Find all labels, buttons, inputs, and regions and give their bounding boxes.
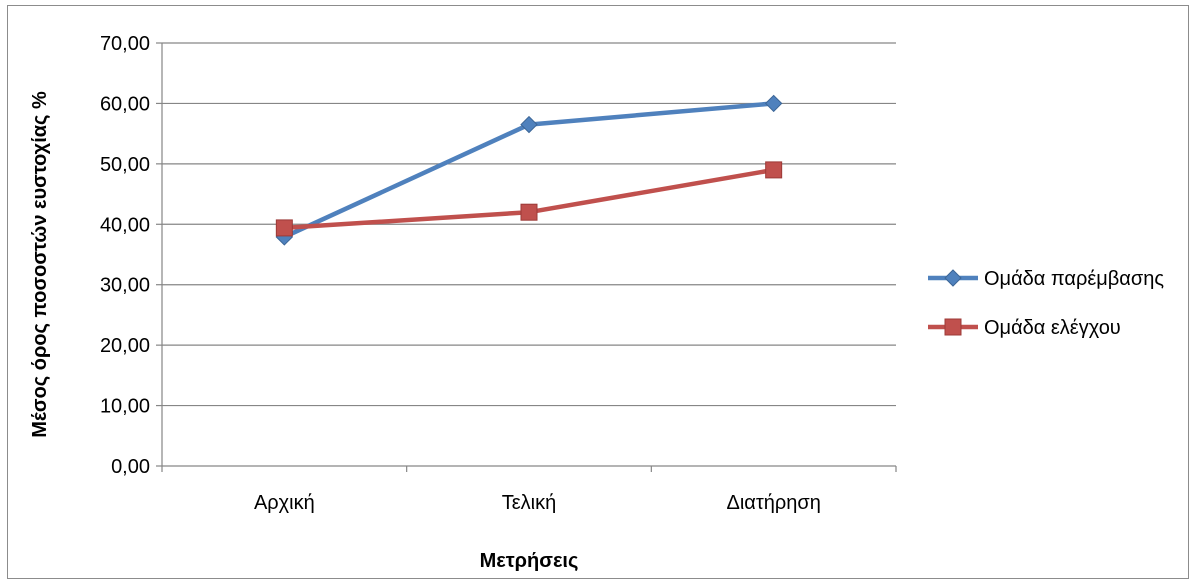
legend-label: Ομάδα παρέμβασης	[984, 268, 1164, 290]
legend-item: Ομάδα παρέμβασης	[928, 268, 1164, 290]
y-tick-label: 40,00	[100, 214, 150, 236]
legend-item: Ομάδα ελέγχου	[928, 317, 1121, 339]
y-tick-label: 10,00	[100, 396, 150, 418]
legend-label: Ομάδα ελέγχου	[984, 317, 1121, 339]
data-point-marker	[520, 203, 538, 221]
data-point-marker	[520, 115, 538, 134]
series-2	[275, 161, 783, 237]
y-tick-label: 50,00	[100, 154, 150, 176]
chart-frame	[7, 5, 1189, 579]
y-tick-label: 30,00	[100, 275, 150, 297]
legend-marker-swatch	[944, 269, 962, 287]
gridlines	[162, 42, 896, 407]
y-tick-label: 60,00	[100, 93, 150, 115]
y-tick-label: 70,00	[100, 33, 150, 55]
legend-marker-swatch	[944, 318, 962, 336]
x-tick-label: Τελική	[502, 492, 557, 514]
x-tick-label: Αρχική	[254, 492, 315, 514]
data-point-marker	[764, 94, 783, 113]
legend: Ομάδα παρέμβασης Ομάδα ελέγχου	[928, 268, 1164, 339]
x-axis-title: Μετρήσεις	[480, 550, 579, 572]
series-layer	[275, 94, 783, 246]
y-axis-title: Μέσος όρος ποσοστών ευστοχίας %	[29, 91, 51, 438]
axes: 0,00 10,00 20,00 30,00 40,00 50,00 60,00 70,00 Α…	[100, 33, 897, 514]
y-tick-label: 20,00	[100, 335, 150, 357]
data-point-marker	[275, 219, 293, 237]
x-tick-label: Διατήρηση	[726, 492, 820, 514]
data-point-marker	[765, 161, 783, 179]
y-tick-label: 0,00	[111, 456, 150, 478]
